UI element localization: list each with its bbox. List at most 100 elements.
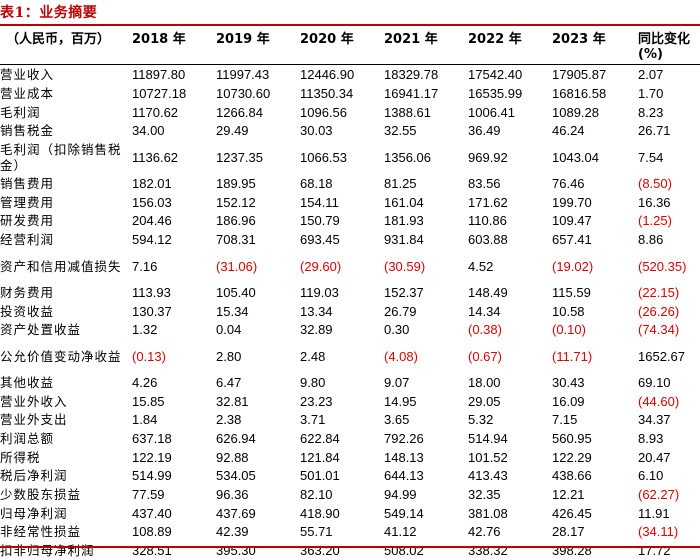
table-cell: 0.04 bbox=[216, 322, 242, 338]
table-cell: 398.28 bbox=[552, 543, 592, 559]
table-cell: 32.89 bbox=[300, 322, 333, 338]
table-cell: 186.96 bbox=[216, 213, 256, 229]
table-cell: 11350.34 bbox=[300, 86, 354, 102]
row-label: 销售税金 bbox=[0, 123, 55, 139]
table-cell: 2.38 bbox=[216, 412, 242, 428]
table-cell: 426.45 bbox=[552, 505, 592, 521]
table-row: 毛利润 1170.62 1266.84 1096.56 1388.61 1006.41 10… bbox=[0, 103, 700, 122]
table-cell: 105.40 bbox=[216, 284, 256, 300]
table-cell: (26.26) bbox=[638, 303, 680, 319]
table-cell: 2.80 bbox=[216, 348, 242, 364]
table-cell: 119.03 bbox=[300, 284, 339, 300]
table-cell: 76.46 bbox=[552, 176, 585, 192]
table-cell: 16.09 bbox=[552, 393, 585, 409]
table-row: 营业收入 11897.80 11997.43 12446.90 18329.78 1754… bbox=[0, 66, 700, 85]
table-cell: 603.88 bbox=[468, 232, 508, 248]
table-cell: 2.07 bbox=[638, 67, 664, 83]
table-cell: 16816.58 bbox=[552, 86, 607, 102]
table-row: 归母净利润 437.40 437.69 418.90 549.14 381.08 426.4… bbox=[0, 504, 700, 523]
table-cell: 622.84 bbox=[300, 430, 340, 446]
table-cell: 1066.53 bbox=[300, 149, 347, 165]
table-row: 资产处置收益 1.32 0.04 32.89 0.30 (0.38) (0.10) (74.3… bbox=[0, 321, 700, 340]
table-cell: 171.62 bbox=[468, 194, 508, 210]
table-cell: 1136.62 bbox=[132, 149, 179, 165]
table-row: 公允价值变动净收益 (0.13) 2.80 2.48 (4.08) (0.67) (11.7… bbox=[0, 340, 700, 374]
table-cell: 657.41 bbox=[552, 232, 592, 248]
table-row: 销售费用 182.01 189.95 68.18 81.25 83.56 76.46 (8.5… bbox=[0, 175, 700, 194]
table-cell: 8.23 bbox=[638, 104, 664, 120]
table-cell: 108.89 bbox=[132, 524, 172, 540]
table-cell: (8.50) bbox=[638, 176, 672, 192]
table-cell: 189.95 bbox=[216, 176, 256, 192]
table-row: 利润总额 637.18 626.94 622.84 792.26 514.94 560.95… bbox=[0, 430, 700, 449]
table-cell: 11997.43 bbox=[216, 67, 270, 83]
table-cell: (0.13) bbox=[132, 348, 166, 364]
table-cell: 8.93 bbox=[638, 430, 664, 446]
table-cell: 148.49 bbox=[468, 284, 508, 300]
row-label: 所得税 bbox=[0, 449, 41, 465]
table-cell: 1089.28 bbox=[552, 104, 599, 120]
table-cell: 5.32 bbox=[468, 412, 494, 428]
table-row: 投资收益 130.37 15.34 13.34 26.79 14.34 10.58 (26.2… bbox=[0, 302, 700, 321]
table-cell: (22.15) bbox=[638, 284, 680, 300]
table-cell: 15.34 bbox=[216, 303, 249, 319]
header-row: （人民币，百万） 2018 年 2019 年 2020 年 2021 年 2022 年 20… bbox=[0, 26, 700, 66]
table-cell: 438.66 bbox=[552, 468, 592, 484]
table-cell: 1356.06 bbox=[384, 149, 431, 165]
table-cell: (520.35) bbox=[638, 258, 687, 274]
table-row: 财务费用 113.93 105.40 119.03 152.37 148.49 115.59… bbox=[0, 284, 700, 303]
table-cell: 121.84 bbox=[300, 449, 340, 465]
table-cell: (0.38) bbox=[468, 322, 502, 338]
row-label: 毛利润（扣除销售税金） bbox=[0, 141, 122, 173]
table-cell: 34.00 bbox=[132, 123, 165, 139]
table-cell: 94.99 bbox=[384, 487, 417, 503]
table-cell: 96.36 bbox=[216, 487, 249, 503]
table-cell: 1652.67 bbox=[638, 348, 685, 364]
table-cell: (30.59) bbox=[384, 258, 426, 274]
table-cell: (1.25) bbox=[638, 213, 672, 229]
bottom-rule bbox=[0, 546, 700, 548]
table-cell: (19.02) bbox=[552, 258, 594, 274]
table-cell: 594.12 bbox=[132, 232, 172, 248]
table-cell: 969.92 bbox=[468, 149, 508, 165]
title-rule bbox=[0, 24, 700, 26]
table-row: 其他收益 4.26 6.47 9.80 9.07 18.00 30.43 69.10 bbox=[0, 374, 700, 393]
table-cell: 7.16 bbox=[132, 258, 158, 274]
table-cell: 413.43 bbox=[468, 468, 508, 484]
table-row: 销售税金 34.00 29.49 30.03 32.55 36.49 46.24 26.71 bbox=[0, 122, 700, 141]
table-cell: 12.21 bbox=[552, 487, 585, 503]
column-header: 2022 年 bbox=[468, 32, 522, 47]
table-cell: 32.35 bbox=[468, 487, 501, 503]
table-cell: 55.71 bbox=[300, 524, 333, 540]
table-cell: 12446.90 bbox=[300, 67, 355, 83]
table-cell: 9.07 bbox=[384, 374, 410, 390]
table-cell: 1388.61 bbox=[384, 104, 431, 120]
table-cell: 42.39 bbox=[216, 524, 249, 540]
table-cell: 9.80 bbox=[300, 374, 326, 390]
table-cell: (62.27) bbox=[638, 487, 680, 503]
table-cell: 181.93 bbox=[384, 213, 424, 229]
table-cell: 115.59 bbox=[552, 284, 591, 300]
column-header: 2019 年 bbox=[216, 32, 270, 47]
table-cell: 328.51 bbox=[132, 543, 172, 559]
table-cell: 637.18 bbox=[132, 430, 172, 446]
table-cell: 626.94 bbox=[216, 430, 256, 446]
table-cell: 30.03 bbox=[300, 123, 333, 139]
table-cell: 41.12 bbox=[384, 524, 417, 540]
row-label: 其他收益 bbox=[0, 374, 55, 390]
column-header: 同比变化 (%) bbox=[638, 32, 691, 62]
table-cell: 1006.41 bbox=[468, 104, 515, 120]
row-label: 毛利润 bbox=[0, 104, 41, 120]
table-cell: 693.45 bbox=[300, 232, 340, 248]
table-cell: 17905.87 bbox=[552, 67, 607, 83]
column-header-label: （人民币，百万） bbox=[6, 32, 111, 47]
row-label: 管理费用 bbox=[0, 194, 55, 210]
table-cell: 152.12 bbox=[216, 194, 256, 210]
table-row: 毛利润（扣除销售税金） 1136.62 1237.35 1066.53 1356.06 9… bbox=[0, 141, 700, 175]
table-cell: 156.03 bbox=[132, 194, 172, 210]
header-rule bbox=[0, 64, 700, 65]
table-cell: (34.11) bbox=[638, 524, 679, 540]
table-row: 经营利润 594.12 708.31 693.45 931.84 603.88 657.41… bbox=[0, 231, 700, 250]
table-cell: 68.18 bbox=[300, 176, 333, 192]
table-cell: 204.46 bbox=[132, 213, 172, 229]
